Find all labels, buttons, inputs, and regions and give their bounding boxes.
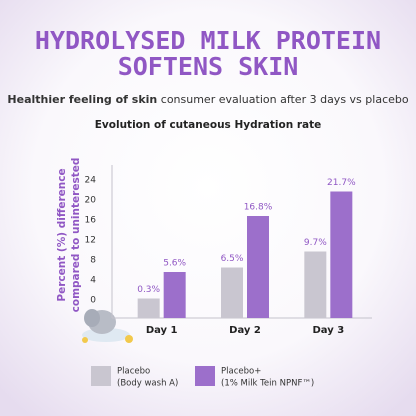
bar <box>163 272 186 318</box>
y-label-line: compared to uninterested <box>70 158 82 313</box>
x-tick-label: Day 2 <box>229 325 261 336</box>
y-tick-label: 24 <box>85 176 97 186</box>
bar <box>247 216 269 318</box>
title: SOFTENS SKIN <box>118 52 299 81</box>
y-label: Percent (%) difference compared to unint… <box>56 158 82 313</box>
bar <box>330 191 353 318</box>
value-label: 9.7% <box>304 238 327 248</box>
value-label: 6.5% <box>221 254 244 264</box>
bar <box>221 267 243 318</box>
legend-label: Placebo+ <box>221 367 261 377</box>
legend-label: Placebo <box>117 367 150 377</box>
title: HYDROLYSED MILK PROTEIN <box>35 26 381 55</box>
value-label: 0.3% <box>137 285 160 295</box>
legend-note: (1% Milk Tein NPNF™) <box>221 379 314 389</box>
x-tick-label: Day 3 <box>312 325 344 336</box>
subtitle-bold: Healthier feeling of skin <box>7 93 157 106</box>
value-label: 21.7% <box>327 178 356 188</box>
y-tick-label: 20 <box>85 196 97 206</box>
value-label: 5.6% <box>163 259 186 269</box>
legend-swatch <box>195 366 215 386</box>
y-tick-label: 12 <box>85 236 96 246</box>
value-label: 16.8% <box>244 203 273 213</box>
y-tick-label: 16 <box>85 216 97 226</box>
bar <box>304 251 327 318</box>
y-tick-label: 4 <box>90 276 96 286</box>
legend-note: (Body wash A) <box>117 379 178 389</box>
subtitle-rest: consumer evaluation after 3 days vs plac… <box>161 93 409 106</box>
y-label-line: Percent (%) difference <box>56 168 68 301</box>
legend-swatch <box>91 366 111 386</box>
mascot <box>82 309 133 343</box>
chart-title: Evolution of cutaneous Hydration rate <box>95 119 321 131</box>
x-tick-label: Day 1 <box>146 325 178 336</box>
subtitle: Healthier feeling of skin consumer evalu… <box>7 93 408 106</box>
y-tick-label: 0 <box>90 296 96 306</box>
bar <box>137 298 160 318</box>
y-tick-label: 8 <box>90 256 96 266</box>
